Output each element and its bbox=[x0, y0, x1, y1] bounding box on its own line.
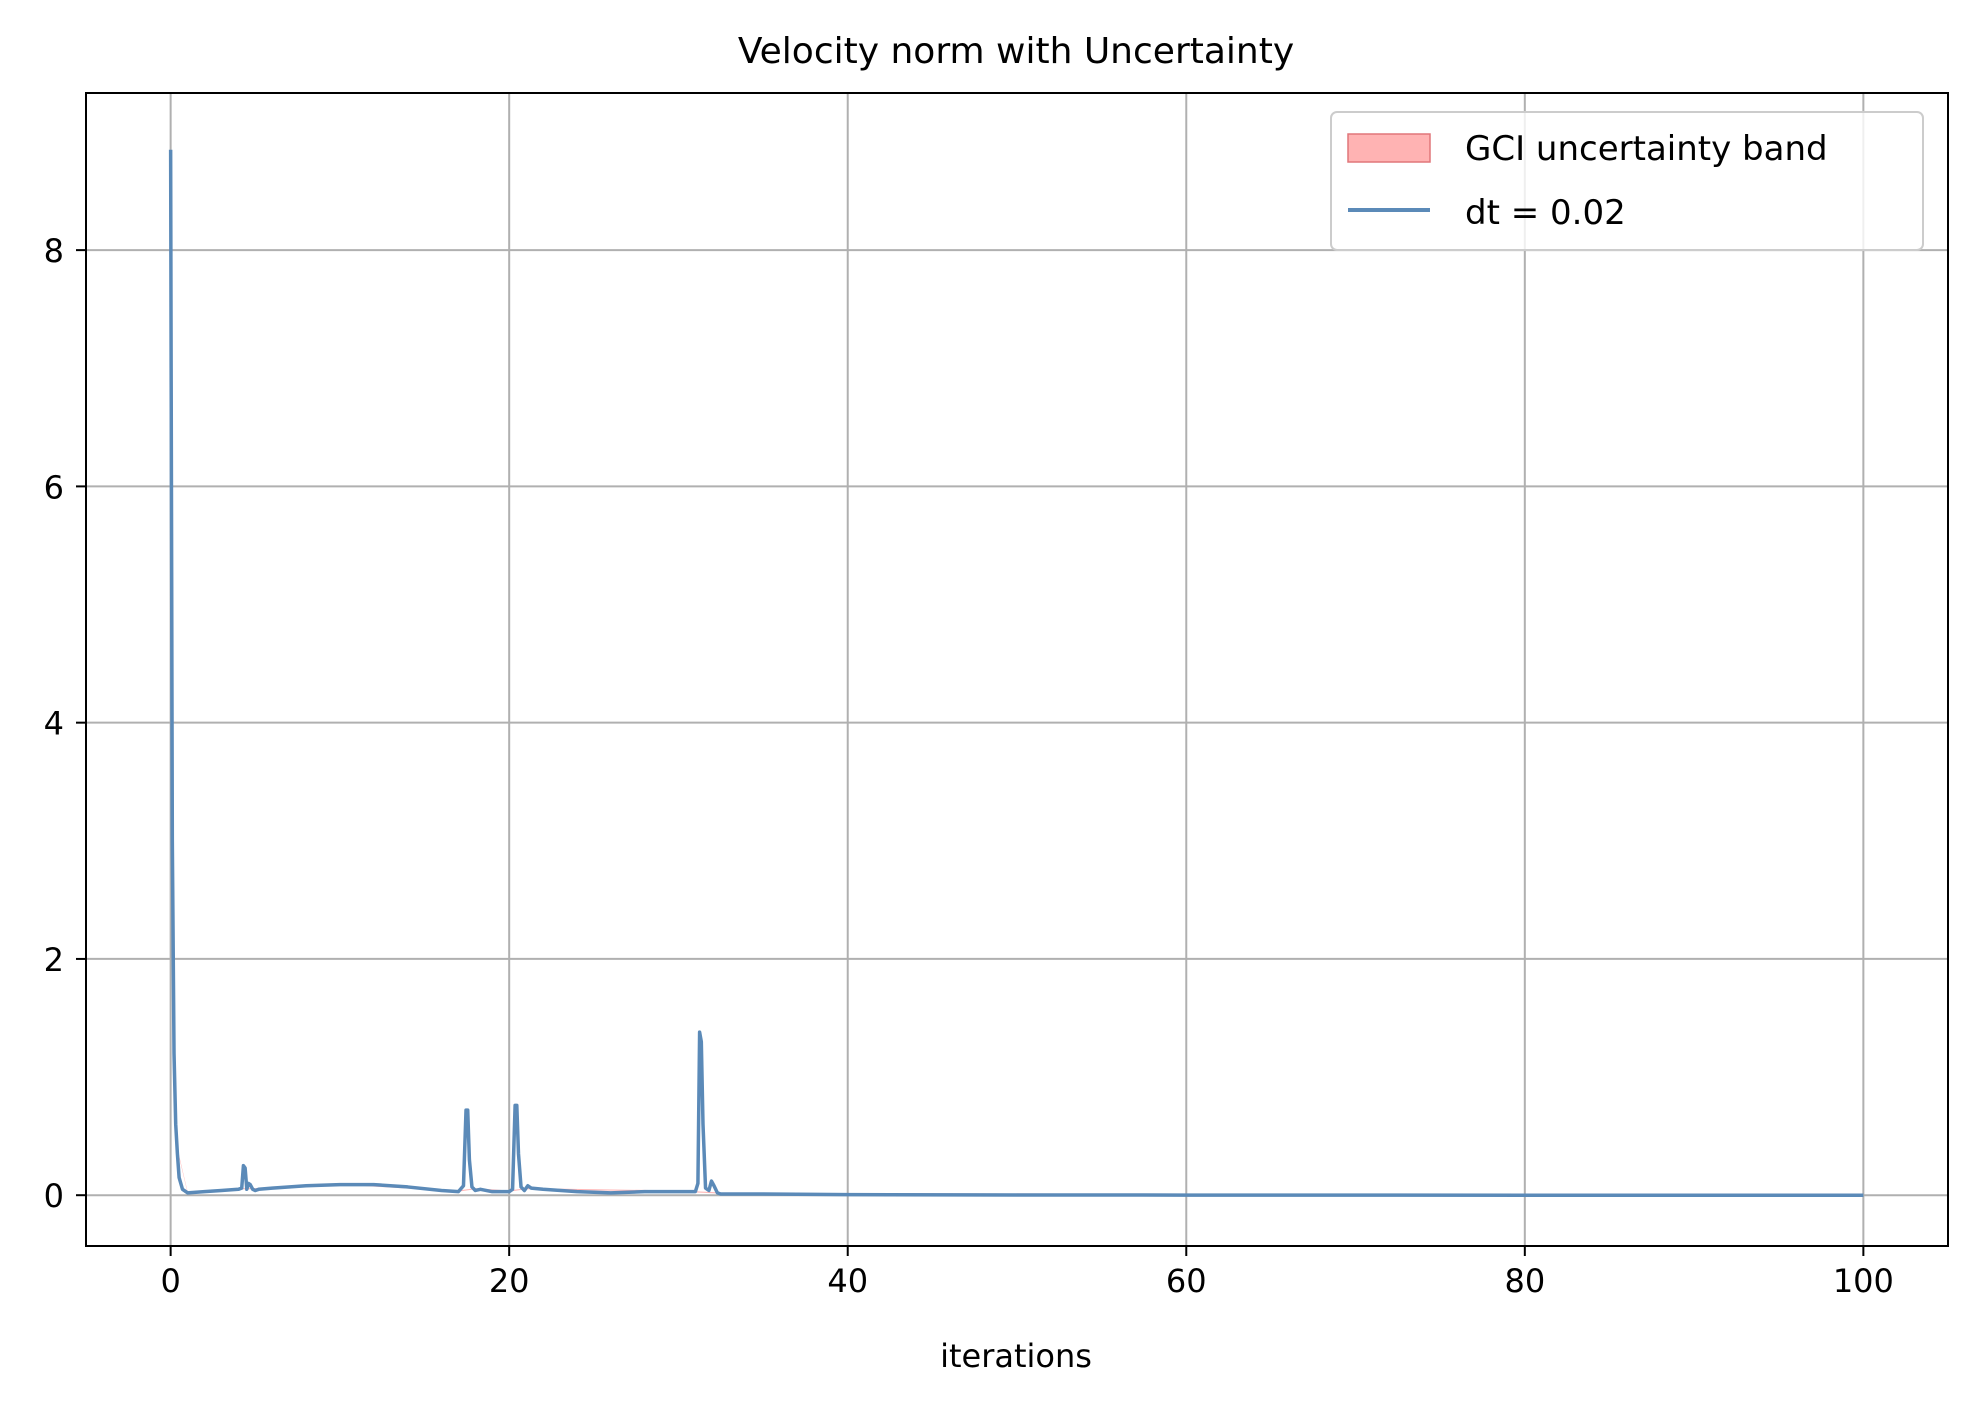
legend: GCI uncertainty band dt = 0.02 bbox=[1330, 111, 1924, 251]
x-axis-label: iterations bbox=[940, 1337, 1092, 1375]
x-tick-label: 60 bbox=[1166, 1262, 1207, 1300]
chart-title: Velocity norm with Uncertainty bbox=[738, 31, 1294, 72]
y-tick-label: 2 bbox=[44, 941, 64, 979]
y-tick-label: 4 bbox=[44, 705, 64, 743]
legend-band-swatch bbox=[1347, 133, 1431, 163]
x-tick-label: 20 bbox=[489, 1262, 530, 1300]
legend-frame bbox=[1330, 111, 1924, 251]
plot-frame bbox=[85, 92, 1949, 1247]
series-layer bbox=[168, 149, 1864, 1197]
x-tick-label: 100 bbox=[1833, 1262, 1894, 1300]
legend-label-series: dt = 0.02 bbox=[1465, 193, 1626, 233]
y-tick-label: 0 bbox=[44, 1177, 64, 1215]
x-tick-label: 80 bbox=[1504, 1262, 1545, 1300]
x-tick-label: 0 bbox=[160, 1262, 180, 1300]
legend-label-band: GCI uncertainty band bbox=[1465, 129, 1828, 169]
y-tick-label: 6 bbox=[44, 468, 64, 506]
x-tick-label: 40 bbox=[827, 1262, 868, 1300]
y-axis-ticks: 0 2 4 6 8 bbox=[44, 232, 86, 1215]
plot-area bbox=[86, 93, 1948, 1246]
y-tick-label: 8 bbox=[44, 232, 64, 270]
series-line bbox=[168, 149, 1864, 1197]
x-axis-ticks: 0 20 40 60 80 100 bbox=[160, 1246, 1894, 1300]
